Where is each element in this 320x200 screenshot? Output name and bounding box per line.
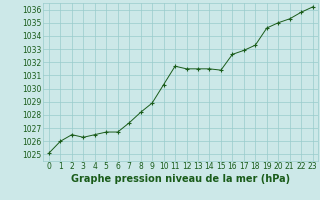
X-axis label: Graphe pression niveau de la mer (hPa): Graphe pression niveau de la mer (hPa) bbox=[71, 174, 290, 184]
